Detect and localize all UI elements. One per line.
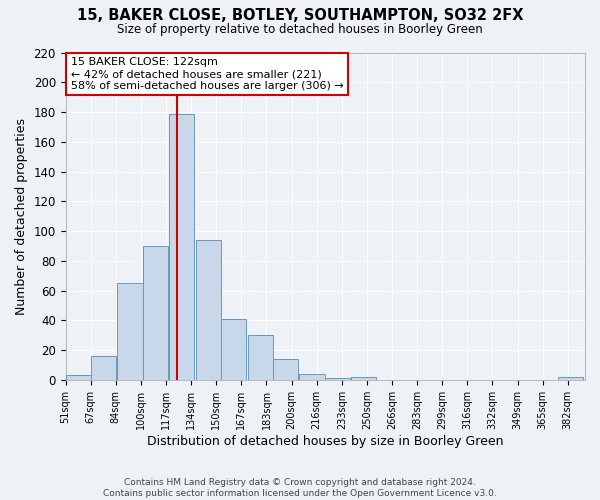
X-axis label: Distribution of detached houses by size in Boorley Green: Distribution of detached houses by size … [147, 434, 503, 448]
Bar [325, 378, 350, 380]
Bar [65, 376, 91, 380]
Bar [143, 246, 167, 380]
Bar [273, 359, 298, 380]
Bar [299, 374, 325, 380]
Bar [221, 319, 246, 380]
Bar [91, 356, 116, 380]
Bar [559, 377, 583, 380]
Text: Contains HM Land Registry data © Crown copyright and database right 2024.
Contai: Contains HM Land Registry data © Crown c… [103, 478, 497, 498]
Text: 15 BAKER CLOSE: 122sqm
← 42% of detached houses are smaller (221)
58% of semi-de: 15 BAKER CLOSE: 122sqm ← 42% of detached… [71, 58, 344, 90]
Text: 15, BAKER CLOSE, BOTLEY, SOUTHAMPTON, SO32 2FX: 15, BAKER CLOSE, BOTLEY, SOUTHAMPTON, SO… [77, 8, 523, 22]
Bar [169, 114, 194, 380]
Bar [248, 335, 273, 380]
Bar [196, 240, 221, 380]
Bar [118, 283, 143, 380]
Text: Size of property relative to detached houses in Boorley Green: Size of property relative to detached ho… [117, 22, 483, 36]
Y-axis label: Number of detached properties: Number of detached properties [15, 118, 28, 314]
Bar [351, 377, 376, 380]
